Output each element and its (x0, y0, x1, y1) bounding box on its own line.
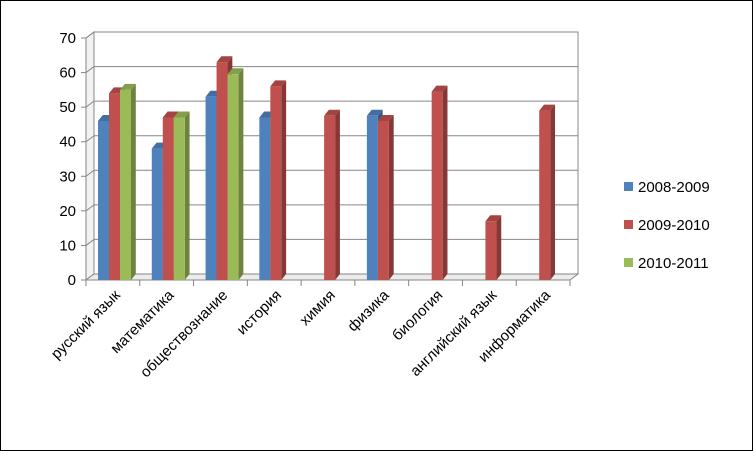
y-tick-label: 50 (59, 99, 76, 116)
bar-side (335, 109, 340, 281)
x-category-label: биология (389, 287, 446, 344)
bar-top (377, 114, 394, 121)
bar-top (227, 68, 244, 75)
legend-label: 2010-2011 (638, 255, 709, 272)
gridline (85, 204, 95, 212)
gridline (85, 66, 95, 73)
gridline (85, 135, 95, 143)
bar-top (431, 85, 448, 92)
bar-side (550, 104, 556, 280)
bar-top (324, 109, 340, 116)
bar (377, 114, 394, 280)
x-category-label: химия (297, 287, 339, 329)
bar (270, 80, 287, 281)
bar-front (98, 120, 109, 280)
bar (324, 109, 340, 281)
bar-front (259, 117, 271, 280)
bar (485, 215, 502, 280)
bar-front (151, 148, 163, 280)
legend-item: 2008-2009 (624, 179, 710, 196)
bar-top (485, 215, 502, 222)
bar (227, 68, 244, 280)
bar-top (120, 83, 136, 90)
bar-top (216, 56, 233, 63)
bar-side (442, 85, 448, 280)
bar-front (431, 91, 443, 280)
bar-front (109, 93, 120, 280)
y-tick-label: 10 (59, 237, 76, 254)
bar-front (120, 89, 131, 280)
bar-front (539, 110, 551, 280)
gridline (85, 31, 95, 39)
bar-front (270, 86, 282, 281)
gridline (85, 239, 95, 246)
bar-top (539, 104, 556, 111)
bar-top (366, 109, 383, 116)
legend-item: 2010-2011 (624, 255, 709, 272)
bar-front (216, 62, 228, 281)
legend-swatch (624, 182, 633, 191)
legend-label: 2009-2010 (638, 217, 710, 234)
bar (539, 104, 556, 280)
bar-front (377, 120, 389, 280)
bar-side (184, 111, 190, 280)
bar-top (270, 80, 287, 87)
x-category-label: история (234, 287, 285, 338)
x-category-label: физика (344, 286, 393, 335)
y-tick-label: 0 (68, 272, 76, 289)
bar (173, 111, 190, 280)
bar-front (205, 96, 217, 281)
bar-front (173, 117, 185, 280)
bar-front (227, 74, 239, 280)
bar-front (366, 115, 378, 281)
y-tick-label: 70 (59, 30, 76, 47)
y-tick-label: 60 (59, 65, 76, 82)
bar-top (173, 111, 190, 118)
bar-side (388, 114, 394, 280)
bar-side (238, 68, 244, 280)
legend-swatch (624, 258, 633, 267)
bar-side (131, 83, 136, 280)
bar (120, 83, 136, 280)
y-tick-label: 30 (59, 168, 76, 185)
legend-item: 2009-2010 (624, 217, 710, 234)
y-tick-label: 20 (59, 203, 76, 220)
bar-front (485, 221, 497, 280)
legend-label: 2008-2009 (638, 179, 710, 196)
legend-swatch (624, 220, 633, 229)
bar-side (281, 80, 287, 281)
bar (431, 85, 448, 280)
gridline (85, 169, 95, 177)
bar-side (496, 215, 502, 280)
bar-front (324, 115, 336, 281)
bar-front (162, 117, 174, 280)
bar-top (162, 111, 179, 118)
y-tick-label: 40 (59, 134, 76, 151)
gridline (85, 100, 95, 108)
